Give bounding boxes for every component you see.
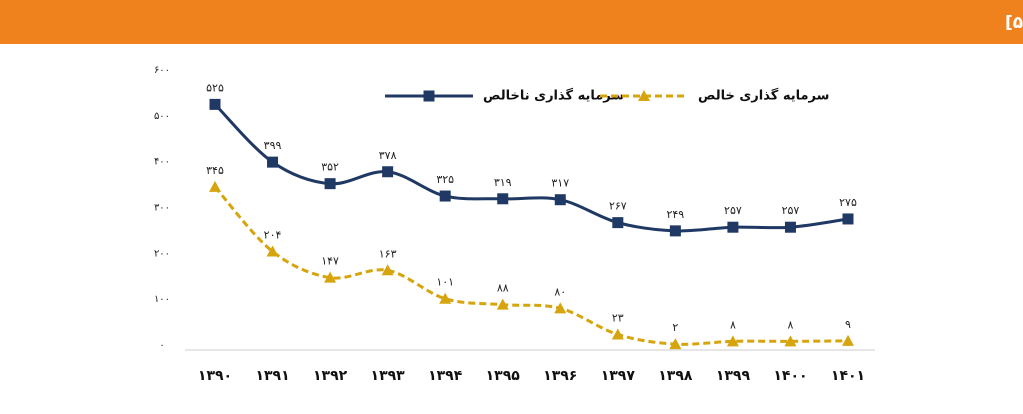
y-tick-label: ۵۰۰ — [154, 111, 170, 122]
data-label: ۲۵۷ — [782, 204, 800, 217]
data-label: ۱۰۱ — [436, 276, 454, 289]
marker — [209, 98, 221, 110]
marker — [439, 190, 451, 202]
x-tick-label: ۱۳۹۱ — [255, 368, 289, 384]
data-label: ۳۹۹ — [264, 139, 282, 152]
marker — [554, 302, 567, 314]
marker — [611, 328, 624, 340]
marker — [496, 298, 509, 310]
data-label: ۲۴۹ — [666, 208, 684, 221]
data-label: ۲۶۷ — [609, 200, 627, 213]
marker — [669, 338, 682, 350]
data-label: ۳۵۲ — [321, 161, 339, 174]
data-label: ۲ — [672, 321, 678, 334]
x-tick-label: ۱۳۹۶ — [543, 368, 577, 384]
series-line — [213, 185, 849, 346]
data-label: ۳۷۸ — [379, 149, 397, 162]
y-tick-label: ۳۰۰ — [154, 203, 170, 214]
data-label: ۱۶۳ — [379, 247, 397, 260]
marker — [382, 166, 394, 178]
x-tick-label: ۱۳۹۵ — [486, 368, 521, 384]
x-tick-label: ۱۳۹۰ — [198, 368, 232, 384]
marker — [612, 217, 624, 229]
x-tick-label: ۱۳۹۷ — [601, 368, 636, 384]
x-tick-label: ۱۴۰۰ — [773, 368, 807, 384]
data-label: ۲۳ — [612, 311, 624, 324]
marker — [669, 225, 681, 237]
marker — [842, 334, 854, 346]
y-tick-label: ۶۰۰ — [154, 65, 170, 76]
marker — [842, 213, 854, 225]
data-label: ۲۵۷ — [724, 204, 742, 217]
marker — [727, 221, 739, 233]
y-tick-label: ۴۰۰ — [154, 157, 170, 168]
data-label: ۸ — [730, 318, 736, 331]
data-label: ۲۰۴ — [264, 229, 282, 242]
marker — [497, 193, 509, 205]
marker — [209, 180, 221, 192]
data-label: ۸۸ — [497, 282, 509, 295]
y-tick-label: ۰ — [159, 340, 164, 351]
series-line — [213, 103, 849, 233]
legend-label: سرمایه گذاری ناخالص — [483, 88, 624, 104]
marker — [554, 194, 566, 206]
marker — [439, 292, 452, 304]
legend-label: سرمایه گذاری خالص — [698, 88, 829, 104]
data-label: ۱۴۷ — [321, 255, 339, 268]
x-tick-label: ۱۴۰۱ — [831, 368, 865, 384]
marker — [726, 335, 739, 347]
data-label: ۲۷۵ — [839, 196, 857, 209]
marker — [324, 178, 336, 190]
marker — [784, 335, 797, 347]
y-tick-label: ۱۰۰ — [154, 294, 170, 305]
x-tick-label: ۱۳۹۳ — [371, 368, 406, 384]
chart-title: شکل ۱. نمودار روند تشکیل سرمایه ثابت ناخ… — [1005, 13, 1023, 33]
legend-marker — [638, 90, 650, 101]
x-tick-label: ۱۳۹۲ — [313, 368, 348, 384]
data-label: ۹ — [845, 318, 851, 331]
data-label: ۸۰ — [554, 285, 566, 298]
marker — [267, 156, 279, 168]
data-label: ۳۲۵ — [436, 173, 454, 186]
data-label: ۳۴۵ — [206, 164, 224, 177]
marker — [784, 221, 796, 233]
data-label: ۳۱۷ — [551, 177, 569, 190]
data-label: ۵۲۵ — [206, 81, 224, 94]
data-label: ۳۱۹ — [494, 176, 512, 189]
title-bar — [0, 0, 1023, 44]
x-tick-label: ۱۳۹۴ — [428, 368, 463, 384]
legend-marker — [423, 90, 435, 102]
marker — [324, 271, 337, 283]
data-label: ۸ — [787, 318, 793, 331]
y-tick-label: ۲۰۰ — [154, 248, 170, 259]
marker — [381, 264, 394, 276]
x-tick-label: ۱۳۹۸ — [658, 368, 693, 384]
x-tick-label: ۱۳۹۹ — [716, 368, 751, 384]
marker — [266, 245, 279, 257]
